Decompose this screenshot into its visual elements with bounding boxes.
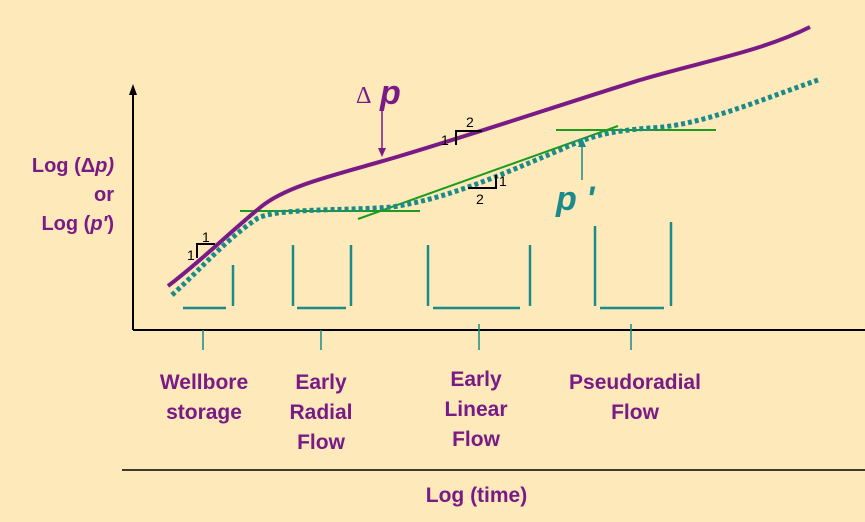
half-slope-top-triangle [455,130,482,145]
derivative-curve [170,77,819,297]
bracket-pseudoradial [593,222,673,350]
bracket-linear [426,245,532,350]
pressure-curve [166,25,811,288]
x-axis-label: Log (time) [425,484,528,507]
region-wellbore-storage: Wellbore storage [159,371,249,424]
region-pseudoradial-flow: Pseudoradial Flow [569,371,701,424]
delta-symbol: Δ [356,83,371,109]
derivative-label: p ' [555,180,596,218]
y-axis-label-line1: Log (Δp) [31,155,114,177]
top-slope-label-one: 1 [441,132,449,148]
delta-p-arrowhead [378,148,386,157]
half-slope-bottom-triangle [468,175,497,189]
region-brackets [183,222,673,350]
y-axis-label: Log (Δp) or Log (p′) [32,152,114,239]
y-axis-label-line3: Log (p′) [41,213,114,235]
y-axis-label-line2: or [94,184,114,206]
bottom-slope-label-one: 1 [499,173,507,189]
bracket-wellbore [183,265,235,350]
delta-p-label: p [379,74,401,112]
ws-slope-triangle [196,243,215,258]
y-axis-arrow [129,84,137,95]
slope-marks [196,130,497,258]
ws-slope-label-top: 1 [202,229,210,245]
ws-slope-label-left: 1 [187,247,195,263]
top-slope-label-two: 2 [466,114,474,130]
region-early-radial-flow: Early Radial Flow [289,371,353,454]
bracket-radial [291,245,353,350]
derivative-arrowhead [578,138,586,147]
region-early-linear-flow: Early Linear Flow [444,368,508,451]
bottom-slope-label-two: 2 [476,191,484,207]
